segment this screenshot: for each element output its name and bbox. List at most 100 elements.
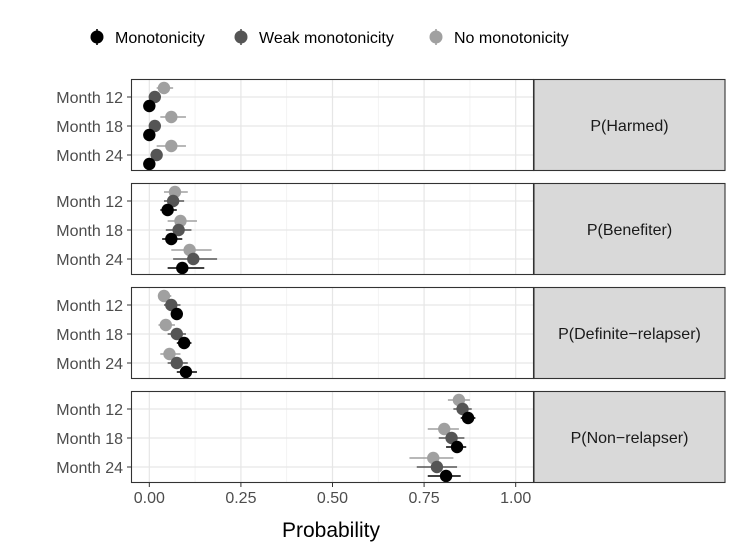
mark-monotonicity-month-18 xyxy=(143,128,156,142)
strip-label-p-benefiter: P(Benefiter) xyxy=(587,222,672,239)
mark-monotonicity-month-24 xyxy=(176,365,197,379)
legend-item-no-monotonicity: No monotonicity xyxy=(429,29,569,47)
point-estimate xyxy=(165,298,178,312)
x-tick-label: 0.50 xyxy=(317,490,348,507)
legend-label: Weak monotonicity xyxy=(259,30,394,47)
y-tick-label-month-18: Month 18 xyxy=(56,223,123,240)
point-estimate xyxy=(170,307,183,321)
point-estimate xyxy=(461,411,475,425)
y-tick-label-month-24: Month 24 xyxy=(56,148,123,165)
point-estimate xyxy=(163,347,176,361)
point-estimate xyxy=(177,336,191,350)
legend-key-point xyxy=(90,30,104,44)
y-tick-label-month-18: Month 18 xyxy=(56,327,123,344)
point-estimate xyxy=(165,139,178,153)
y-tick-label-month-24: Month 24 xyxy=(56,356,123,373)
mark-weak-monotonicity-month-12 xyxy=(148,90,162,104)
mark-no-monotonicity-month-12 xyxy=(157,289,172,303)
mark-no-monotonicity-month-18 xyxy=(427,422,459,436)
strip-box xyxy=(533,390,726,484)
facet-p-benefiter: Month 12 Month 18 Month 24 P(Benefiter) xyxy=(56,182,726,276)
x-tick-label: 1.00 xyxy=(500,490,531,507)
strip-box xyxy=(533,78,726,172)
mark-weak-monotonicity-month-24 xyxy=(150,148,163,162)
strip-box xyxy=(533,182,726,276)
mark-monotonicity-month-24 xyxy=(167,261,205,275)
x-tick-label: 0.75 xyxy=(409,490,440,507)
point-estimate xyxy=(143,128,156,142)
point-estimate xyxy=(170,356,183,370)
y-tick-label-month-18: Month 18 xyxy=(56,431,123,448)
strip-label-p-non-relapser: P(Non−relapser) xyxy=(571,430,689,447)
y-tick-label-month-24: Month 24 xyxy=(56,460,123,477)
point-estimate xyxy=(445,431,458,445)
mark-monotonicity-month-12 xyxy=(160,203,177,217)
legend-item-monotonicity: Monotonicity xyxy=(90,29,205,47)
point-estimate xyxy=(179,365,193,379)
legend-label: No monotonicity xyxy=(454,30,569,47)
y-tick-label-month-18: Month 18 xyxy=(56,119,123,136)
mark-weak-monotonicity-month-12 xyxy=(163,298,181,312)
mark-no-monotonicity-month-24 xyxy=(156,139,186,153)
strip-box xyxy=(533,286,726,380)
legend-key-point xyxy=(234,30,248,44)
mark-monotonicity-month-18 xyxy=(162,232,183,246)
mark-monotonicity-month-12 xyxy=(460,411,476,425)
point-estimate xyxy=(187,252,200,266)
mark-weak-monotonicity-month-12 xyxy=(163,194,185,208)
point-estimate xyxy=(456,402,469,416)
mark-weak-monotonicity-month-24 xyxy=(167,356,188,370)
y-tick-label-month-12: Month 12 xyxy=(56,298,123,315)
x-tick-label: 0.25 xyxy=(225,490,256,507)
facet-p-definite-relapser: Month 12 Month 18 Month 24 P(Definite−relap… xyxy=(56,286,726,380)
point-estimate xyxy=(148,119,162,133)
point-estimate xyxy=(430,460,444,474)
y-tick-label-month-24: Month 24 xyxy=(56,252,123,269)
point-estimate xyxy=(159,318,173,332)
point-estimate xyxy=(157,81,171,95)
x-axis-title: Probability xyxy=(282,519,381,542)
point-estimate xyxy=(166,194,180,208)
facet-p-non-relapser: Month 12 Month 18 Month 24 P(Non−relapser) xyxy=(56,390,726,484)
mark-monotonicity-month-24 xyxy=(143,157,156,171)
point-estimate xyxy=(161,203,174,217)
point-estimate xyxy=(170,327,183,341)
mark-monotonicity-month-12 xyxy=(143,99,156,113)
mark-no-monotonicity-month-24 xyxy=(160,347,181,361)
strip-label-p-harmed: P(Harmed) xyxy=(590,118,668,135)
mark-weak-monotonicity-month-24 xyxy=(416,460,458,474)
mark-weak-monotonicity-month-18 xyxy=(167,327,186,341)
mark-weak-monotonicity-month-18 xyxy=(148,119,162,133)
y-tick-label-month-12: Month 12 xyxy=(56,402,123,419)
legend-item-weak-monotonicity: Weak monotonicity xyxy=(234,29,394,47)
point-estimate xyxy=(450,440,464,454)
point-estimate xyxy=(148,90,162,104)
point-estimate xyxy=(150,148,163,162)
mark-monotonicity-month-12 xyxy=(170,307,183,321)
legend: Monotonicity Weak monotonicity No monotoni… xyxy=(90,29,569,47)
point-estimate xyxy=(143,157,156,171)
legend-label: Monotonicity xyxy=(115,30,205,47)
y-tick-label-month-12: Month 12 xyxy=(56,90,123,107)
facet-p-harmed: Month 12 Month 18 Month 24 P(Harmed) xyxy=(56,78,726,172)
mark-monotonicity-month-18 xyxy=(446,440,467,454)
mark-weak-monotonicity-month-18 xyxy=(438,431,465,445)
mark-weak-monotonicity-month-12 xyxy=(453,402,472,416)
x-tick-label: 0.00 xyxy=(134,490,165,507)
point-estimate xyxy=(165,232,178,246)
legend-key-point xyxy=(429,30,443,44)
mark-no-monotonicity-month-18 xyxy=(158,318,175,332)
mark-monotonicity-month-24 xyxy=(427,469,461,483)
point-estimate xyxy=(439,469,453,483)
mark-monotonicity-month-18 xyxy=(176,336,192,350)
y-tick-label-month-12: Month 12 xyxy=(56,194,123,211)
x-axis: 0.00 0.25 0.50 0.75 1.00 xyxy=(134,483,531,507)
point-estimate xyxy=(172,223,185,237)
mark-no-monotonicity-month-12 xyxy=(156,81,174,95)
mark-no-monotonicity-month-18 xyxy=(160,110,186,124)
point-estimate xyxy=(176,261,189,275)
point-estimate xyxy=(438,422,451,436)
point-estimate xyxy=(165,110,178,124)
